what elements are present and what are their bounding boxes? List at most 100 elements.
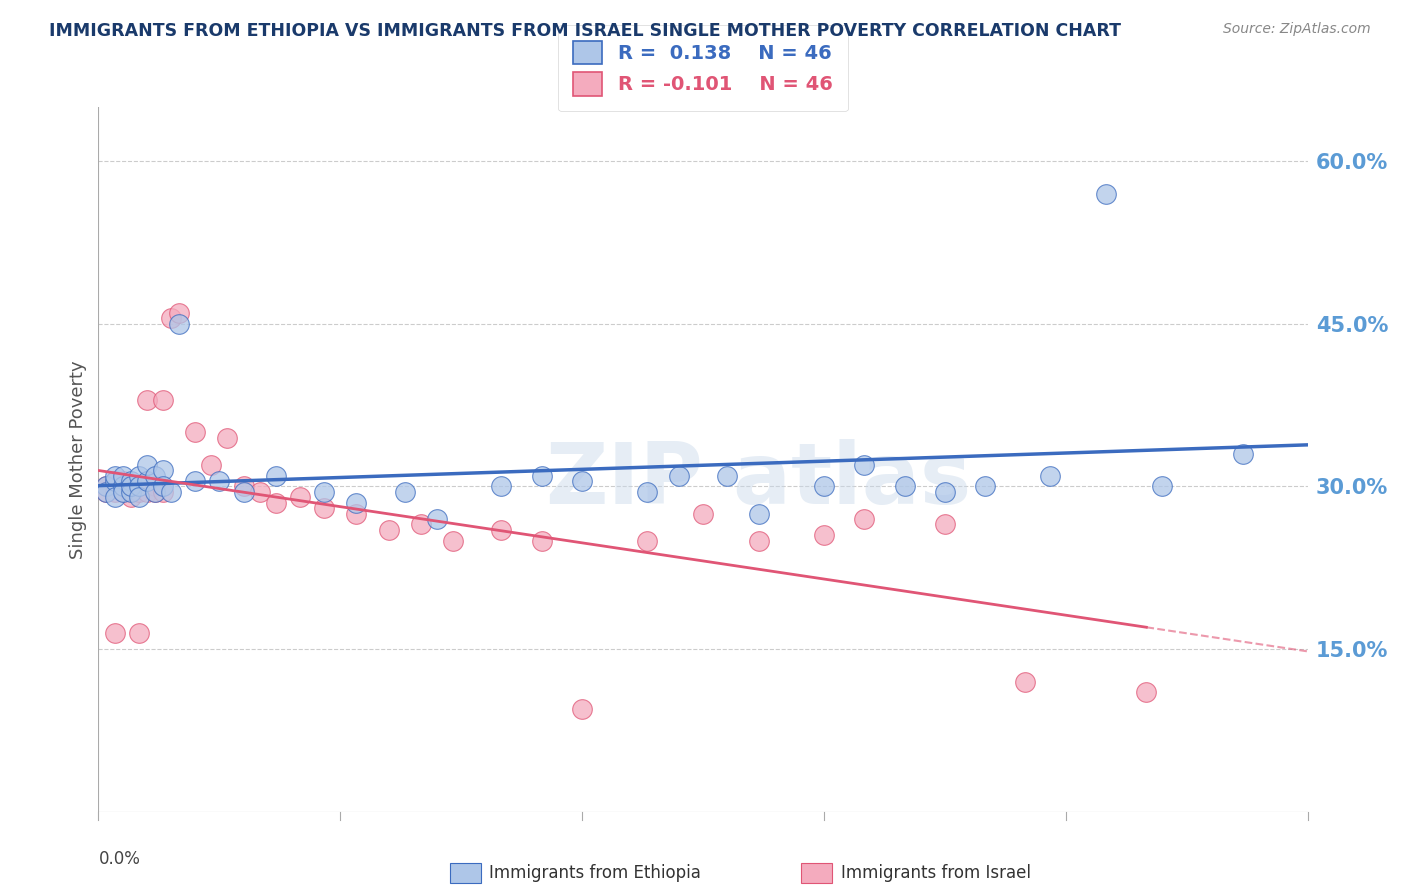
Point [128, 491, 150, 505]
Point [571, 702, 593, 716]
Point [377, 523, 399, 537]
Point [128, 468, 150, 483]
Point [111, 479, 134, 493]
Point [152, 484, 174, 499]
Point [96, 484, 118, 499]
Point [853, 458, 876, 472]
Text: 0.0%: 0.0% [98, 850, 141, 869]
Text: Immigrants from Israel: Immigrants from Israel [841, 864, 1031, 882]
Point [128, 484, 150, 499]
Point [143, 484, 166, 499]
Point [128, 479, 150, 493]
Point [111, 468, 134, 483]
Point [143, 484, 166, 499]
Point [135, 474, 157, 488]
Legend: R =  0.138    N = 46, R = -0.101    N = 46: R = 0.138 N = 46, R = -0.101 N = 46 [558, 25, 848, 112]
Point [636, 533, 658, 548]
Point [1039, 468, 1062, 483]
Point [96, 479, 118, 493]
Point [1232, 447, 1254, 461]
Point [111, 479, 134, 493]
Point [893, 479, 915, 493]
Point [853, 512, 876, 526]
Point [636, 484, 658, 499]
Point [120, 484, 142, 499]
Point [288, 491, 311, 505]
Point [184, 425, 207, 440]
Point [103, 491, 125, 505]
Point [344, 507, 367, 521]
Point [111, 484, 134, 499]
Point [530, 533, 553, 548]
Point [160, 311, 183, 326]
Point [135, 458, 157, 472]
Point [128, 625, 150, 640]
Point [264, 496, 287, 510]
Point [571, 474, 593, 488]
Point [160, 484, 183, 499]
Point [716, 468, 738, 483]
Point [264, 468, 287, 483]
Point [152, 463, 174, 477]
Point [120, 479, 142, 493]
Point [974, 479, 997, 493]
Point [934, 484, 956, 499]
Point [232, 484, 254, 499]
Point [232, 479, 254, 493]
Point [934, 517, 956, 532]
Point [249, 484, 271, 499]
Text: Source: ZipAtlas.com: Source: ZipAtlas.com [1223, 22, 1371, 37]
Point [103, 474, 125, 488]
Point [103, 468, 125, 483]
Point [668, 468, 690, 483]
Point [491, 523, 513, 537]
Point [103, 625, 125, 640]
Point [314, 501, 336, 516]
Point [314, 484, 336, 499]
Point [167, 317, 190, 331]
Point [167, 306, 190, 320]
Point [96, 479, 118, 493]
Point [120, 479, 142, 493]
Y-axis label: Single Mother Poverty: Single Mother Poverty [69, 360, 87, 558]
Point [200, 458, 222, 472]
Point [530, 468, 553, 483]
Point [1095, 186, 1118, 201]
Point [394, 484, 416, 499]
Point [120, 474, 142, 488]
Point [748, 507, 770, 521]
Point [152, 392, 174, 407]
Point [135, 392, 157, 407]
Point [1135, 685, 1157, 699]
Text: Immigrants from Ethiopia: Immigrants from Ethiopia [489, 864, 702, 882]
Point [111, 484, 134, 499]
Point [692, 507, 714, 521]
Text: atlas: atlas [703, 439, 972, 522]
Point [813, 479, 835, 493]
Point [143, 468, 166, 483]
Point [135, 484, 157, 499]
Point [184, 474, 207, 488]
Point [491, 479, 513, 493]
Text: IMMIGRANTS FROM ETHIOPIA VS IMMIGRANTS FROM ISRAEL SINGLE MOTHER POVERTY CORRELA: IMMIGRANTS FROM ETHIOPIA VS IMMIGRANTS F… [49, 22, 1121, 40]
Point [1014, 674, 1036, 689]
Point [103, 484, 125, 499]
Point [111, 474, 134, 488]
Point [143, 479, 166, 493]
Point [128, 479, 150, 493]
Point [135, 474, 157, 488]
Point [96, 484, 118, 499]
Point [208, 474, 231, 488]
Point [1152, 479, 1174, 493]
Point [426, 512, 449, 526]
Point [344, 496, 367, 510]
Point [217, 431, 239, 445]
Point [103, 474, 125, 488]
Point [748, 533, 770, 548]
Text: ZIP: ZIP [546, 439, 703, 522]
Point [120, 484, 142, 499]
Point [813, 528, 835, 542]
Point [441, 533, 464, 548]
Point [409, 517, 432, 532]
Point [120, 491, 142, 505]
